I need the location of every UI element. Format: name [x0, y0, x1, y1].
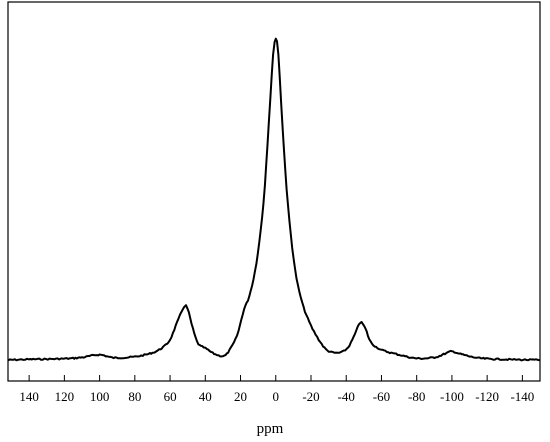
x-axis-tick-labels: 140 120 100 80 60 40 20 0 -20 -40 -60 -80 -100 -120 -1… — [19, 389, 534, 404]
x-axis-ticks — [28, 375, 523, 381]
spectrum-line — [7, 37, 541, 362]
x-axis-label: ppm — [257, 421, 284, 437]
x-tick-label: 60 — [164, 389, 177, 404]
x-tick-label: 140 — [19, 389, 39, 404]
x-tick-label: -120 — [475, 389, 499, 404]
x-tick-label: -40 — [338, 389, 355, 404]
x-tick-label: -60 — [373, 389, 390, 404]
x-tick-label: 0 — [273, 389, 280, 404]
x-tick-label: 100 — [90, 389, 110, 404]
plot-frame — [7, 1, 541, 382]
x-tick-label: -80 — [408, 389, 425, 404]
x-tick-label: -100 — [440, 389, 464, 404]
x-tick-label: -20 — [302, 389, 319, 404]
x-tick-label: -140 — [510, 389, 534, 404]
x-tick-label: 20 — [234, 389, 247, 404]
x-tick-label: 120 — [55, 389, 75, 404]
x-tick-label: 80 — [128, 389, 141, 404]
x-tick-label: 40 — [199, 389, 212, 404]
